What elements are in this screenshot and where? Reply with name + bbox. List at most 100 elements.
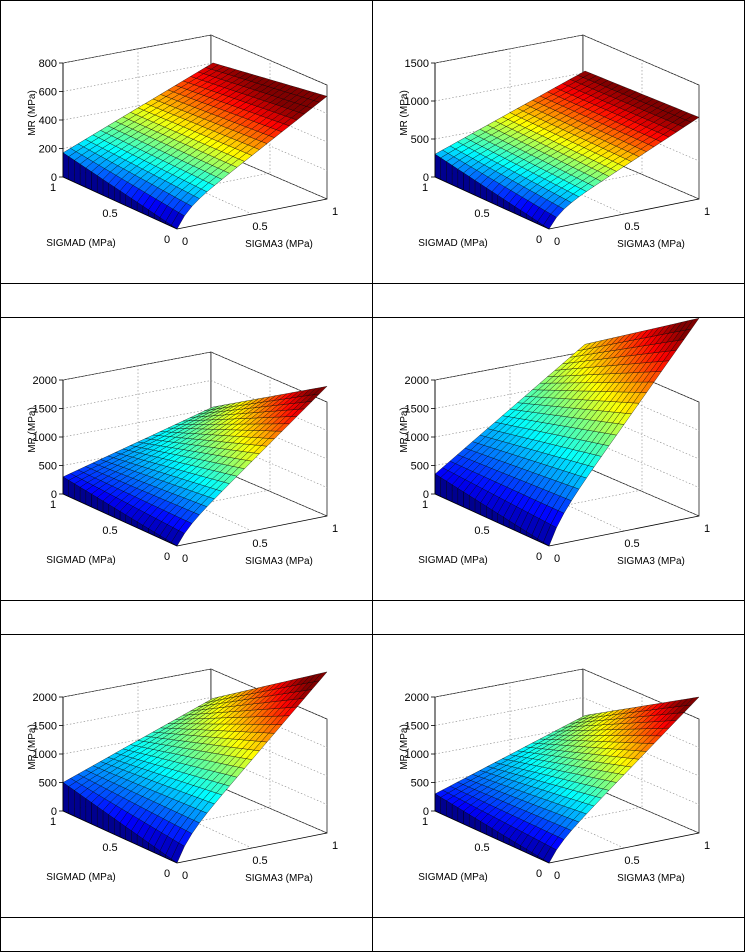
surface-skirt [457,168,464,191]
x-axis-label: SIGMA3 (MPa) [617,239,685,250]
z-grid-line [62,34,328,86]
surface-mesh [434,318,700,547]
surface-skirt [440,157,447,183]
y-axis-line [62,176,178,230]
y-axis-line [434,493,550,547]
caption-cell [372,283,745,318]
z-tick-label: 1000 [405,432,429,444]
x-tick-label: 0 [182,553,188,565]
x-tick-label: 0.5 [624,538,639,550]
caption-cell [0,283,373,318]
surface-skirt [446,161,453,186]
z-tick-label: 500 [411,461,429,473]
x-tick-label: 1 [704,840,710,852]
surface-mesh [434,70,700,230]
plot-cell: 0 500 1000 1500 2000 0 0.5 1 0 0.5 1 MR (MPa) SIGMAD… [372,317,745,601]
z-axis-label: MR (MPa) [399,90,410,136]
z-tick-label: 0 [423,172,429,184]
surface-skirt [62,476,69,497]
surface-skirt [62,782,69,814]
surface-skirt [85,798,92,825]
z-tick-label: 1500 [405,404,429,416]
surface-skirt [97,806,104,830]
surface-skirt [62,152,69,180]
z-axis-label: MR (MPa) [399,724,410,770]
plot-cell: 0 500 1000 1500 2000 0 0.5 1 0 0.5 1 MR (MPa) SIGMAD… [0,634,373,918]
x-axis-label: SIGMA3 (MPa) [245,873,313,884]
surface-skirt [68,480,75,500]
y-tick-label: 0 [164,551,170,563]
z-tick-label: 500 [411,778,429,790]
z-tick-label: 2000 [405,692,429,704]
z-axis-label: MR (MPa) [27,90,38,136]
x-tick-label: 1 [704,523,710,535]
z-tick-label: 400 [39,115,57,127]
x-tick-label: 1 [332,523,338,535]
x-tick-label: 0.5 [252,538,267,550]
surface-skirt [68,156,75,183]
y-tick-label: 0.5 [102,525,117,537]
plot-cell: 0 500 1000 1500 2000 0 0.5 1 0 0.5 1 MR (MPa) SIGMAD… [0,317,373,601]
x-axis-label: SIGMA3 (MPa) [617,873,685,884]
surface-skirt [451,165,458,188]
y-tick-label: 1 [50,499,56,511]
x-tick-label: 0 [554,553,560,565]
y-tick-label: 0.5 [102,842,117,854]
surface-skirt [79,794,86,822]
y-tick-label: 1 [422,816,428,828]
y-tick-label: 0.5 [102,208,117,220]
y-tick-label: 0.5 [474,842,489,854]
z-tick-label: 0 [51,172,57,184]
caption-cell [372,600,745,635]
y-axis-line [434,176,550,230]
surface-skirt [79,163,86,188]
z-tick-label: 1000 [405,749,429,761]
surface-skirt [74,160,81,186]
y-tick-label: 0 [164,868,170,880]
surface-skirt [434,473,441,497]
z-tick-label: 600 [39,87,57,99]
y-tick-label: 0.5 [474,525,489,537]
z-axis-label: MR (MPa) [27,724,38,770]
surface-mesh [62,671,328,864]
caption-cell [372,917,745,952]
z-tick-label: 0 [51,806,57,818]
x-tick-label: 1 [332,206,338,218]
x-axis-line [548,515,700,547]
x-tick-label: 0.5 [624,855,639,867]
y-axis-label: SIGMAD (MPa) [46,872,115,883]
plot-cell: 0 500 1000 1500 0 0.5 1 0 0.5 1 MR (MPa) SIGMAD (MP… [372,0,745,284]
surface-skirt [68,786,75,817]
y-axis-label: SIGMAD (MPa) [418,238,487,249]
surface-skirt [91,802,98,827]
y-axis-line [62,810,178,864]
z-tick-label: 500 [39,778,57,790]
x-tick-label: 1 [332,840,338,852]
x-tick-label: 1 [704,206,710,218]
surface-mesh [62,62,328,230]
surface-skirt [434,153,441,180]
z-grid-line [62,351,328,403]
x-tick-label: 0.5 [252,855,267,867]
z-tick-label: 800 [39,58,57,70]
z-tick-label: 2000 [33,692,57,704]
surface-patch [685,114,700,123]
z-tick-label: 1500 [405,58,429,70]
surface-patch [313,386,328,395]
z-tick-label: 1500 [33,721,57,733]
x-axis-line [548,198,700,230]
z-tick-label: 500 [411,134,429,146]
y-axis-label: SIGMAD (MPa) [46,238,115,249]
y-tick-label: 0 [536,551,542,563]
plot-cell: 0 500 1000 1500 2000 0 0.5 1 0 0.5 1 MR (MPa) SIGMAD… [372,634,745,918]
surface-mesh [62,386,328,547]
z-tick-label: 0 [423,806,429,818]
y-axis-line [62,493,178,547]
x-tick-label: 0 [182,236,188,248]
z-axis-label: MR (MPa) [27,407,38,453]
z-tick-label: 500 [39,461,57,473]
